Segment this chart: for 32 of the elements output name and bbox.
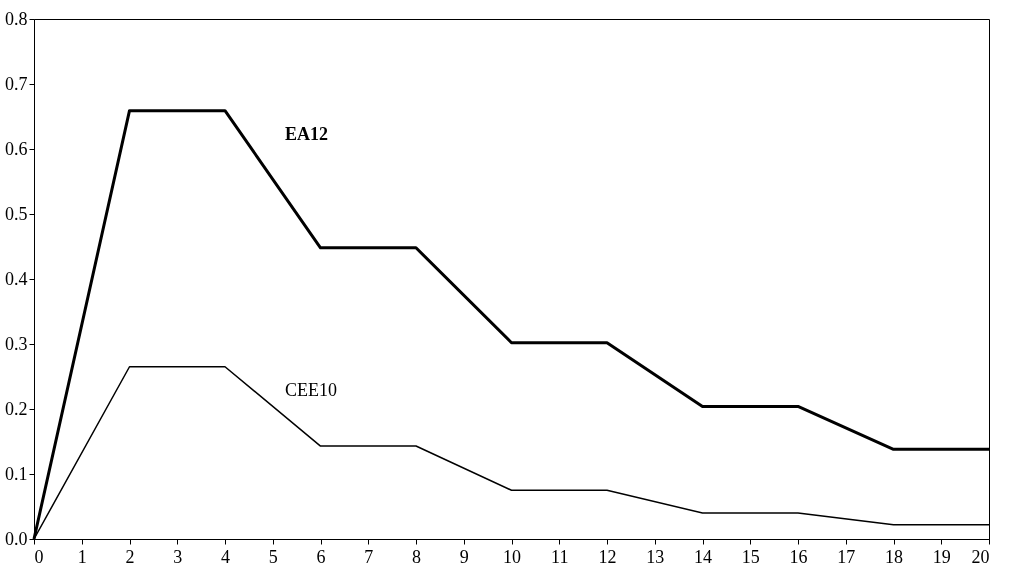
- x-tick-label: 18: [885, 546, 903, 567]
- x-tick-label: 8: [412, 546, 421, 567]
- x-tick-label: 9: [459, 546, 469, 567]
- x-tick-label: 10: [503, 546, 521, 567]
- x-tick-label: 4: [221, 546, 230, 567]
- x-tick-label: 3: [173, 546, 183, 567]
- x-tick-label: 14: [694, 546, 712, 567]
- x-tick-label: 0: [34, 546, 44, 567]
- x-tick-label: 5: [268, 546, 278, 567]
- x-tick-label: 11: [551, 546, 569, 567]
- x-tick-label: 19: [932, 546, 951, 567]
- x-tick-label: 6: [316, 546, 326, 567]
- x-tick-label: 1: [77, 546, 87, 567]
- y-tick-label: 0.3: [5, 333, 28, 354]
- y-tick-label: 0.8: [5, 8, 28, 29]
- x-tick-label: 16: [789, 546, 808, 567]
- x-tick-label: 12: [598, 546, 617, 567]
- y-tick-label: 0.7: [5, 73, 28, 94]
- x-tick-label: 20: [971, 546, 990, 567]
- y-tick-label: 0.1: [5, 463, 28, 484]
- y-tick-label: 0.6: [5, 138, 28, 159]
- series-label: CEE10: [285, 379, 337, 400]
- x-tick-label: 17: [837, 546, 856, 567]
- series-label: EA12: [285, 123, 329, 144]
- x-tick-label: 15: [741, 546, 760, 567]
- x-tick-label: 7: [364, 546, 374, 567]
- y-tick-label: 0.5: [5, 203, 28, 224]
- y-tick-label: 0.4: [5, 268, 28, 289]
- x-tick-label: 13: [646, 546, 665, 567]
- x-tick-label: 2: [125, 546, 135, 567]
- y-tick-label: 0.2: [5, 398, 28, 419]
- y-tick-label: 0.0: [5, 528, 28, 549]
